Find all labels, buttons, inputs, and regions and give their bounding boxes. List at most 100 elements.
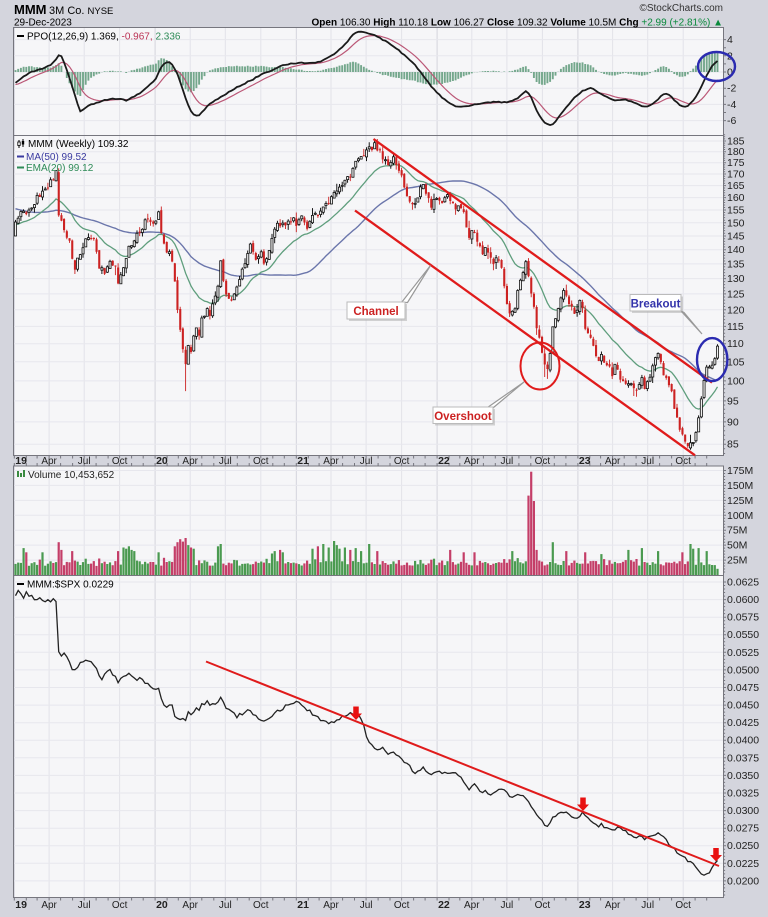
svg-text:MMM:$SPX 0.0229: MMM:$SPX 0.0229 xyxy=(27,580,114,591)
svg-text:23: 23 xyxy=(579,455,591,467)
svg-text:Apr: Apr xyxy=(323,456,339,467)
svg-text:175M: 175M xyxy=(727,465,753,477)
svg-text:Apr: Apr xyxy=(182,900,198,911)
svg-text:100M: 100M xyxy=(727,510,753,522)
svg-text:85: 85 xyxy=(727,439,739,451)
svg-text:22: 22 xyxy=(438,455,450,467)
svg-text:0.0600: 0.0600 xyxy=(727,594,759,606)
svg-text:150M: 150M xyxy=(727,480,753,492)
svg-text:Oct: Oct xyxy=(112,900,128,911)
svg-text:0.0375: 0.0375 xyxy=(727,752,759,764)
svg-text:Apr: Apr xyxy=(464,456,480,467)
svg-text:Oct: Oct xyxy=(675,900,691,911)
svg-text:Jul: Jul xyxy=(641,900,654,911)
svg-text:Oct: Oct xyxy=(112,456,128,467)
svg-text:0.0525: 0.0525 xyxy=(727,647,759,659)
svg-text:-6: -6 xyxy=(727,115,736,127)
svg-text:Oct: Oct xyxy=(253,456,269,467)
svg-text:125M: 125M xyxy=(727,495,753,507)
svg-text:Breakout: Breakout xyxy=(631,298,681,310)
svg-text:25M: 25M xyxy=(727,555,747,567)
svg-text:125: 125 xyxy=(727,288,745,300)
svg-text:-4: -4 xyxy=(727,99,736,111)
svg-text:Apr: Apr xyxy=(464,900,480,911)
svg-text:Apr: Apr xyxy=(41,456,57,467)
svg-text:0.0300: 0.0300 xyxy=(727,805,759,817)
svg-text:105: 105 xyxy=(727,356,745,368)
svg-text:Apr: Apr xyxy=(323,900,339,911)
svg-text:Open 106.30 High 110.18 Low 10: Open 106.30 High 110.18 Low 106.27 Close… xyxy=(312,18,724,29)
svg-text:75M: 75M xyxy=(727,525,747,537)
svg-text:0.0625: 0.0625 xyxy=(727,577,759,589)
svg-text:Jul: Jul xyxy=(219,456,232,467)
svg-text:130: 130 xyxy=(727,273,745,285)
svg-text:150: 150 xyxy=(727,217,745,229)
svg-text:Oct: Oct xyxy=(394,456,410,467)
svg-text:4: 4 xyxy=(727,34,733,46)
svg-text:Apr: Apr xyxy=(605,456,621,467)
svg-text:170: 170 xyxy=(727,169,745,181)
svg-text:20: 20 xyxy=(156,455,168,467)
svg-text:Oct: Oct xyxy=(253,900,269,911)
svg-text:Oct: Oct xyxy=(675,456,691,467)
svg-text:160: 160 xyxy=(727,192,745,204)
svg-text:185: 185 xyxy=(727,136,745,148)
svg-text:0.0225: 0.0225 xyxy=(727,858,759,870)
svg-text:0.0500: 0.0500 xyxy=(727,664,759,676)
svg-text:Overshoot: Overshoot xyxy=(434,411,492,423)
svg-text:Jul: Jul xyxy=(78,900,91,911)
svg-text:0.0250: 0.0250 xyxy=(727,840,759,852)
svg-text:0.0350: 0.0350 xyxy=(727,770,759,782)
svg-text:19: 19 xyxy=(15,899,27,911)
svg-text:0.0475: 0.0475 xyxy=(727,682,759,694)
svg-text:90: 90 xyxy=(727,416,739,428)
svg-text:MMM (Weekly) 109.32: MMM (Weekly) 109.32 xyxy=(28,139,129,150)
svg-text:100: 100 xyxy=(727,375,745,387)
svg-text:Jul: Jul xyxy=(360,456,373,467)
svg-text:0: 0 xyxy=(727,67,733,79)
svg-text:Jul: Jul xyxy=(501,900,514,911)
svg-text:3M Co. NYSE: 3M Co. NYSE xyxy=(49,5,113,17)
svg-text:Jul: Jul xyxy=(641,456,654,467)
svg-text:120: 120 xyxy=(727,304,745,316)
svg-text:23: 23 xyxy=(579,899,591,911)
svg-text:145: 145 xyxy=(727,231,745,243)
svg-text:0.0400: 0.0400 xyxy=(727,735,759,747)
svg-text:Jul: Jul xyxy=(501,456,514,467)
svg-text:0.0325: 0.0325 xyxy=(727,788,759,800)
svg-text:22: 22 xyxy=(438,899,450,911)
svg-text:29-Dec-2023: 29-Dec-2023 xyxy=(14,18,72,29)
svg-text:Apr: Apr xyxy=(182,456,198,467)
svg-text:Jul: Jul xyxy=(219,900,232,911)
svg-text:©StockCharts.com: ©StockCharts.com xyxy=(639,3,723,14)
svg-text:50M: 50M xyxy=(727,540,747,552)
svg-text:MA(50) 99.52: MA(50) 99.52 xyxy=(26,152,87,163)
svg-text:95: 95 xyxy=(727,395,739,407)
svg-text:175: 175 xyxy=(727,157,745,169)
svg-text:110: 110 xyxy=(727,338,744,350)
svg-text:Jul: Jul xyxy=(78,456,91,467)
svg-text:0.0450: 0.0450 xyxy=(727,700,759,712)
svg-text:165: 165 xyxy=(727,180,745,192)
svg-text:Volume 10,453,652: Volume 10,453,652 xyxy=(28,470,115,481)
svg-text:0.0575: 0.0575 xyxy=(727,612,759,624)
svg-text:Channel: Channel xyxy=(353,306,398,318)
svg-text:21: 21 xyxy=(297,899,309,911)
svg-text:MMM: MMM xyxy=(14,2,47,17)
svg-text:140: 140 xyxy=(727,244,745,256)
svg-text:Jul: Jul xyxy=(360,900,373,911)
svg-text:0.0200: 0.0200 xyxy=(727,875,759,887)
svg-text:Apr: Apr xyxy=(41,900,57,911)
svg-text:155: 155 xyxy=(727,205,745,217)
svg-text:115: 115 xyxy=(727,321,744,333)
svg-text:0.0550: 0.0550 xyxy=(727,629,759,641)
svg-text:Oct: Oct xyxy=(394,900,410,911)
svg-text:19: 19 xyxy=(15,455,27,467)
svg-text:0.0425: 0.0425 xyxy=(727,717,759,729)
svg-text:Oct: Oct xyxy=(535,456,551,467)
svg-text:Apr: Apr xyxy=(605,900,621,911)
svg-text:0.0275: 0.0275 xyxy=(727,823,759,835)
svg-text:135: 135 xyxy=(727,258,745,270)
svg-text:-2: -2 xyxy=(727,83,736,95)
svg-text:Oct: Oct xyxy=(535,900,551,911)
